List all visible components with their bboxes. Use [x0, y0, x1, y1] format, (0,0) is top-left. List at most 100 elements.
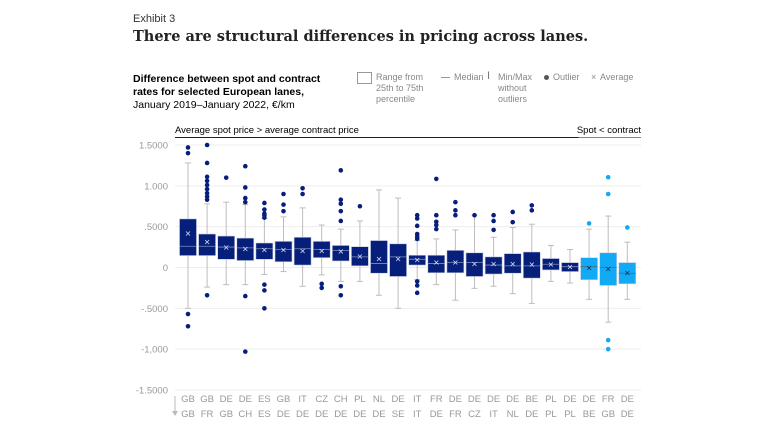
outlier-point — [472, 212, 477, 218]
box-iqr — [389, 243, 407, 277]
outlier-point — [510, 209, 515, 215]
mean-marker: × — [567, 263, 574, 272]
x-tick-label-from: PL — [354, 394, 366, 405]
outlier-point — [204, 142, 210, 148]
legend-average-x-icon: × — [591, 72, 597, 82]
outlier-point — [605, 174, 611, 180]
outlier-point — [434, 222, 439, 228]
mean-marker: × — [395, 255, 402, 264]
outlier-point — [434, 219, 439, 225]
outlier-point — [185, 311, 191, 317]
x-tick-label-to: IT — [489, 409, 498, 420]
x-tick-label-to: PL — [545, 409, 557, 420]
outlier-point — [491, 212, 496, 218]
box-iqr — [599, 252, 618, 286]
subtitle-line-2: rates for selected European lanes, — [133, 86, 304, 98]
x-tick-label-from: DE — [220, 394, 233, 405]
legend-minmax-line: Min/Max — [498, 72, 533, 82]
box-iqr — [274, 241, 293, 263]
box-iqr — [427, 254, 446, 274]
x-tick-label-to: GB — [181, 409, 195, 420]
mean-marker: × — [490, 259, 497, 268]
x-tick-label-from: BE — [525, 394, 538, 405]
outlier-point — [414, 290, 420, 296]
outlier-point — [243, 195, 248, 201]
outlier-point — [243, 199, 248, 205]
outlier-point — [529, 203, 535, 208]
legend-box-label: Range from 25th to 75th percentile — [376, 72, 424, 105]
box-iqr — [522, 251, 541, 279]
x-tick-label-to: ES — [258, 409, 271, 420]
box-iqr — [198, 233, 216, 256]
x-tick-label-from: GB — [181, 394, 195, 405]
mean-marker: × — [223, 243, 230, 252]
x-tick-label-from: DE — [239, 394, 252, 405]
outlier-point — [625, 225, 630, 230]
y-tick-label: .5000 — [144, 222, 168, 233]
x-tick-label-to: GB — [219, 409, 233, 420]
x-tick-label-from: GB — [277, 394, 291, 405]
box-iqr — [503, 253, 522, 274]
outlier-point — [529, 208, 535, 213]
y-tick-label: -1,000 — [141, 345, 168, 356]
outlier-point — [453, 208, 458, 213]
outlier-point — [338, 283, 344, 289]
legend-box-line: 25th to 75th — [376, 83, 424, 93]
box-iqr — [484, 256, 503, 275]
outlier-point — [223, 175, 229, 180]
x-tick-label-to: NL — [507, 409, 519, 420]
legend-outlier-label: Outlier — [553, 72, 580, 82]
mean-marker: × — [471, 259, 478, 268]
outlier-point — [510, 219, 515, 225]
x-tick-label-from: FR — [602, 394, 615, 405]
outlier-point — [414, 216, 420, 221]
outlier-point — [414, 223, 420, 229]
x-tick-label-to: GB — [601, 409, 615, 420]
box-iqr — [465, 252, 484, 277]
y-tick-label: 1.5000 — [139, 141, 168, 152]
outlier-point — [204, 182, 210, 188]
y-tick-label: 1.000 — [144, 181, 168, 192]
outlier-point — [262, 215, 267, 220]
outlier-point — [319, 281, 325, 287]
outlier-point — [204, 174, 210, 180]
box-iqr — [293, 236, 312, 266]
mean-marker: × — [261, 246, 268, 255]
outlier-point — [281, 202, 286, 207]
legend-minmax-line: outliers — [498, 94, 528, 104]
outlier-point — [414, 212, 420, 218]
x-tick-label-from: DE — [449, 394, 462, 405]
outlier-point — [204, 292, 210, 298]
outlier-point — [605, 346, 611, 352]
mean-marker: × — [433, 258, 440, 267]
outlier-point — [243, 185, 248, 190]
outlier-point — [243, 349, 248, 354]
box-iqr — [331, 245, 350, 262]
x-tick-label-from: FR — [430, 394, 443, 405]
x-tick-label-from: IT — [298, 394, 307, 405]
box-iqr — [351, 246, 369, 267]
box-iqr — [217, 235, 235, 260]
x-tick-label-to: DE — [277, 409, 290, 420]
y-tick-label: 0 — [163, 263, 168, 274]
outlier-point — [453, 212, 458, 218]
outlier-point — [204, 190, 210, 196]
x-tick-label-from: GB — [200, 394, 214, 405]
x-tick-label-from: CH — [334, 394, 348, 405]
x-tick-label-to: DE — [315, 409, 328, 420]
mean-marker: × — [337, 247, 344, 256]
chart-subtitle: Difference between spot and contract rat… — [133, 73, 353, 112]
outlier-point — [491, 227, 496, 233]
box-iqr — [408, 254, 427, 266]
x-tick-label-from: DE — [563, 394, 576, 405]
x-tick-label-to: DE — [621, 409, 634, 420]
x-tick-label-from: DE — [468, 394, 481, 405]
box-iqr — [236, 237, 255, 261]
outlier-point — [281, 191, 286, 197]
box-iqr — [580, 257, 598, 281]
outlier-point — [338, 197, 344, 203]
box-iqr — [561, 262, 579, 272]
legend-outlier-dot-icon — [544, 75, 549, 80]
x-tick-label-to: DE — [525, 409, 538, 420]
mean-marker: × — [242, 245, 249, 254]
